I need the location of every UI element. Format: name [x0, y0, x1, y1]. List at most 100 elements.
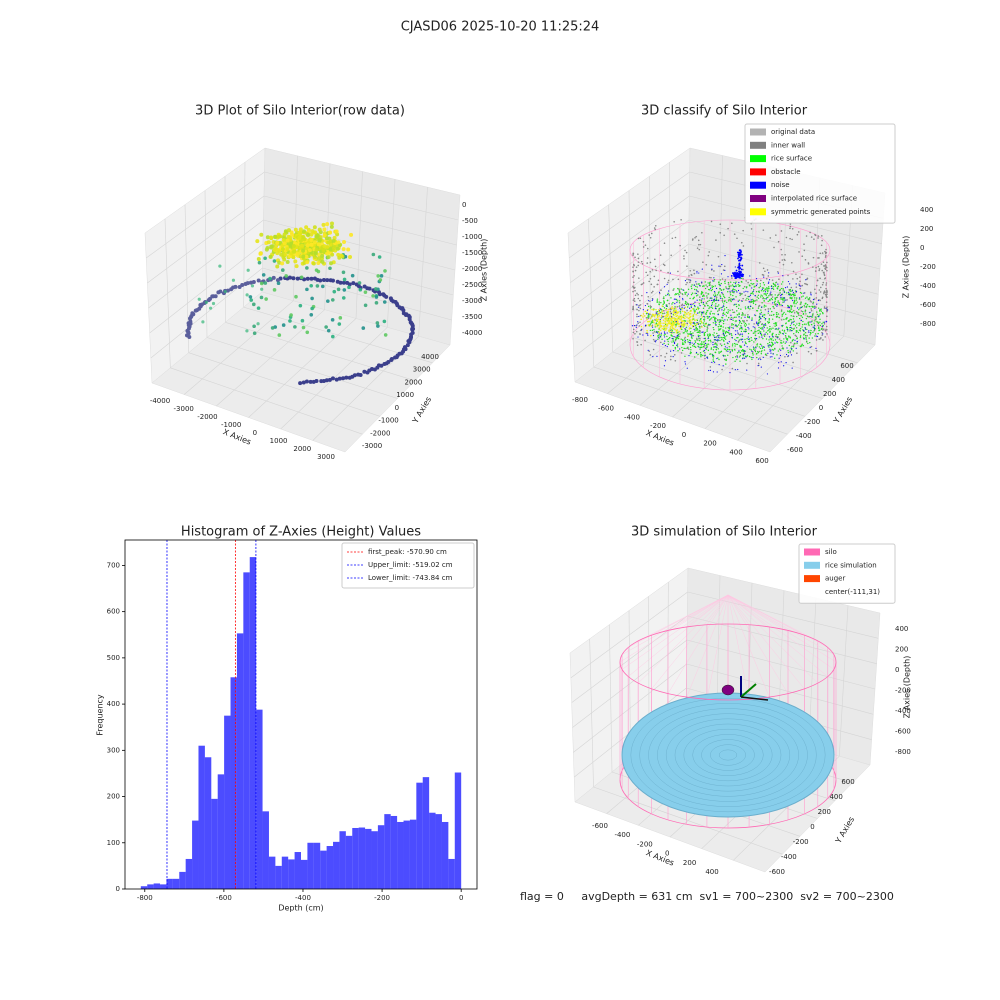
point [725, 306, 728, 309]
point [729, 352, 731, 354]
point [281, 238, 286, 243]
point [769, 293, 771, 295]
point [248, 295, 253, 299]
y-tick-label: 700 [107, 561, 120, 569]
point [793, 320, 795, 323]
point [642, 246, 645, 248]
point [699, 335, 701, 337]
point [775, 341, 778, 343]
point [663, 334, 665, 336]
point [787, 306, 789, 308]
point [703, 311, 705, 313]
point [759, 343, 761, 345]
point [789, 293, 792, 295]
point [798, 297, 801, 299]
point [778, 303, 781, 306]
point [785, 322, 787, 324]
point [647, 295, 650, 298]
point [731, 318, 733, 321]
point [639, 321, 641, 324]
point [690, 305, 692, 307]
point [775, 316, 778, 318]
point [326, 328, 331, 333]
point [718, 323, 720, 326]
point [759, 285, 762, 287]
y-tick-label: -200 [793, 838, 809, 846]
point [684, 361, 686, 363]
point [714, 294, 717, 297]
point [698, 299, 701, 301]
bar [236, 633, 244, 889]
point [702, 350, 705, 352]
point [761, 295, 764, 297]
point [733, 298, 735, 300]
point [659, 335, 661, 338]
point [675, 331, 678, 334]
point [764, 324, 766, 326]
point [706, 310, 708, 312]
point [807, 298, 810, 301]
point [362, 284, 367, 289]
point [820, 308, 822, 310]
point [710, 289, 713, 292]
point [347, 285, 351, 290]
point [679, 244, 681, 247]
point [647, 334, 649, 336]
bar [307, 842, 314, 889]
point [652, 314, 654, 316]
point [639, 299, 641, 302]
point [667, 310, 669, 313]
point [345, 280, 350, 285]
point [670, 355, 672, 358]
point [686, 278, 688, 280]
point [293, 227, 298, 232]
point [790, 290, 792, 293]
point [642, 334, 644, 336]
point [641, 294, 643, 297]
point [721, 309, 723, 311]
point [797, 307, 799, 309]
point [774, 304, 777, 306]
point [633, 300, 636, 302]
point [712, 346, 715, 348]
point [818, 310, 821, 312]
point [638, 325, 641, 327]
bar [422, 777, 430, 889]
point [646, 257, 649, 259]
point [796, 301, 798, 303]
point [733, 233, 736, 235]
point [723, 343, 726, 345]
point [765, 338, 768, 340]
point [656, 314, 658, 316]
point [771, 294, 773, 296]
point [664, 327, 667, 330]
point [777, 285, 780, 288]
point [667, 314, 670, 316]
point [647, 333, 649, 335]
point [816, 303, 818, 305]
bar [275, 865, 282, 889]
point [747, 336, 749, 338]
point [640, 329, 643, 331]
point [686, 309, 688, 312]
point [760, 334, 763, 336]
legend-box [744, 123, 896, 224]
point [774, 347, 776, 350]
bar [441, 821, 449, 889]
point [658, 323, 660, 325]
point [250, 284, 255, 288]
point [786, 310, 789, 312]
point [777, 337, 779, 339]
point [804, 326, 806, 329]
point [285, 259, 290, 264]
legend-label: interpolated rice surface [771, 195, 857, 203]
point [671, 326, 674, 329]
point [669, 310, 672, 313]
point [771, 344, 773, 347]
point [758, 350, 761, 353]
point [740, 345, 742, 347]
point [269, 245, 274, 250]
point [789, 330, 791, 332]
point [793, 301, 795, 304]
point [722, 332, 725, 334]
